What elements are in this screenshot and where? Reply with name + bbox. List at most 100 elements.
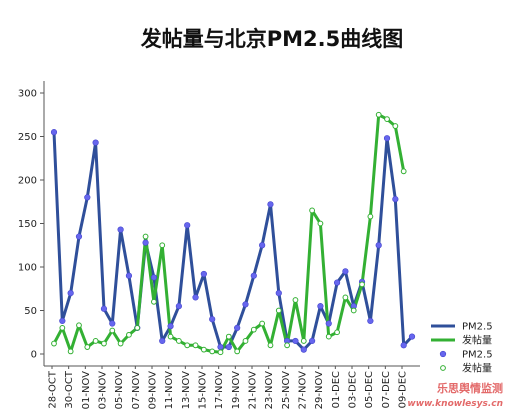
pm25-point — [383, 135, 391, 142]
post-count-point — [392, 123, 399, 129]
x-tick-label: 11-NOV — [164, 371, 175, 410]
pm25-point — [109, 320, 116, 327]
y-axis-ticks: 0 50 100 150 200 250 300 — [18, 89, 44, 361]
post-count-point — [367, 213, 374, 220]
pm25-point — [59, 317, 66, 325]
pm25-point — [100, 305, 108, 312]
pm25-point — [159, 337, 166, 345]
x-tick-label: 23-NOV — [264, 371, 275, 410]
legend-marker-label: PM2.5 — [462, 350, 493, 361]
x-tick-label: 17-NOV — [214, 371, 225, 410]
series-markers — [50, 111, 416, 356]
pm25-point — [342, 268, 349, 275]
pm25-point — [259, 242, 266, 249]
pm25-point — [67, 290, 74, 297]
y-tick-label: 150 — [18, 219, 37, 230]
series-lines — [52, 113, 414, 354]
legend-line-label: PM2.5 — [462, 322, 493, 333]
pm25-point — [50, 129, 58, 136]
legend-marker-swatch — [440, 365, 446, 371]
pm25-point — [292, 337, 299, 345]
legend-line-label: 发帖量 — [462, 334, 492, 347]
pm25-point — [75, 233, 83, 240]
x-tick-label: 21-NOV — [248, 371, 259, 410]
pm25-point — [333, 279, 341, 286]
legend-marker-swatch — [439, 350, 447, 358]
pm25-point — [117, 226, 124, 233]
pm25-point — [234, 324, 241, 332]
post-count-point — [142, 233, 149, 240]
pm25-point — [200, 270, 207, 278]
post-count-point — [250, 326, 257, 333]
post-count-point — [175, 338, 182, 344]
post-count-point — [334, 329, 340, 336]
post-count-point — [359, 281, 365, 288]
post-count-point — [225, 333, 232, 340]
post-count-point — [400, 168, 407, 175]
post-count-point — [384, 116, 390, 122]
x-tick-label: 07-DEC — [381, 371, 392, 408]
post-count-point — [59, 325, 66, 331]
post-count-point — [325, 333, 332, 340]
post-count-point — [101, 340, 107, 347]
x-tick-label: 13-NOV — [181, 371, 192, 410]
pm25-point — [325, 320, 332, 327]
post-count-point — [234, 348, 241, 355]
post-count-point — [200, 346, 207, 353]
post-count-point — [284, 342, 291, 349]
x-tick-label: 25-NOV — [281, 371, 292, 410]
post-count-point — [300, 338, 307, 344]
pm25-point — [250, 272, 257, 279]
pm25-point — [92, 139, 99, 146]
pm25-point — [125, 272, 133, 279]
pm25-point — [275, 290, 282, 297]
watermark-url: www.knowlesys.cn — [407, 399, 503, 409]
watermark-text: 乐思舆情监测 — [437, 381, 503, 395]
post-count-point — [51, 340, 57, 347]
pm25-point — [150, 274, 158, 281]
post-count-point — [184, 342, 191, 349]
x-tick-label: 19-NOV — [231, 371, 242, 410]
post-count-point — [292, 297, 299, 303]
x-tick-label: 03-DEC — [348, 371, 359, 408]
post-count-point — [84, 344, 91, 350]
post-count-point — [275, 307, 282, 314]
x-tick-label: 29-NOV — [314, 371, 325, 410]
post-count-point — [317, 220, 324, 227]
x-tick-label: 07-NOV — [131, 371, 142, 410]
pm25-point — [167, 323, 174, 330]
post-count-point — [259, 320, 266, 327]
y-tick-label: 300 — [18, 89, 37, 100]
pm25-point — [267, 201, 274, 208]
pm25-point — [242, 301, 249, 308]
x-tick-label: 05-DEC — [364, 371, 375, 408]
pm25-point — [367, 317, 374, 325]
post-count-point — [209, 348, 216, 355]
post-count-point — [375, 111, 382, 118]
pm25-point — [400, 342, 407, 349]
y-tick-label: 50 — [24, 306, 37, 317]
pm25-point — [375, 242, 382, 249]
x-tick-label: 28-OCT — [48, 370, 59, 408]
x-tick-label: 27-NOV — [298, 371, 309, 410]
post-count-point — [159, 242, 166, 249]
pm25-point — [142, 239, 149, 246]
x-tick-label: 03-NOV — [98, 371, 109, 410]
pm25-point — [192, 294, 199, 301]
pm25-point — [300, 346, 307, 353]
x-tick-label: 05-NOV — [114, 371, 125, 410]
post-count-point — [350, 307, 357, 314]
pm25-point — [184, 222, 191, 229]
x-axis-ticks: 28-OCT 30-OCT 01-NOV 03-NOV 05-NOV 07-NOV 09-N… — [48, 366, 409, 409]
post-count-point — [67, 348, 74, 355]
post-count-point — [134, 325, 141, 331]
chart-title: 发帖量与北京PM2.5曲线图 — [140, 27, 404, 51]
watermark: 乐思舆情监测 www.knowlesys.cn — [407, 381, 503, 409]
post-count-point — [309, 207, 315, 214]
post-count-point — [117, 340, 124, 347]
pm25-point — [84, 194, 91, 201]
legend-marker-label: 发帖量 — [462, 362, 492, 375]
series-line-2 — [52, 113, 406, 354]
pm25-point — [225, 343, 232, 351]
